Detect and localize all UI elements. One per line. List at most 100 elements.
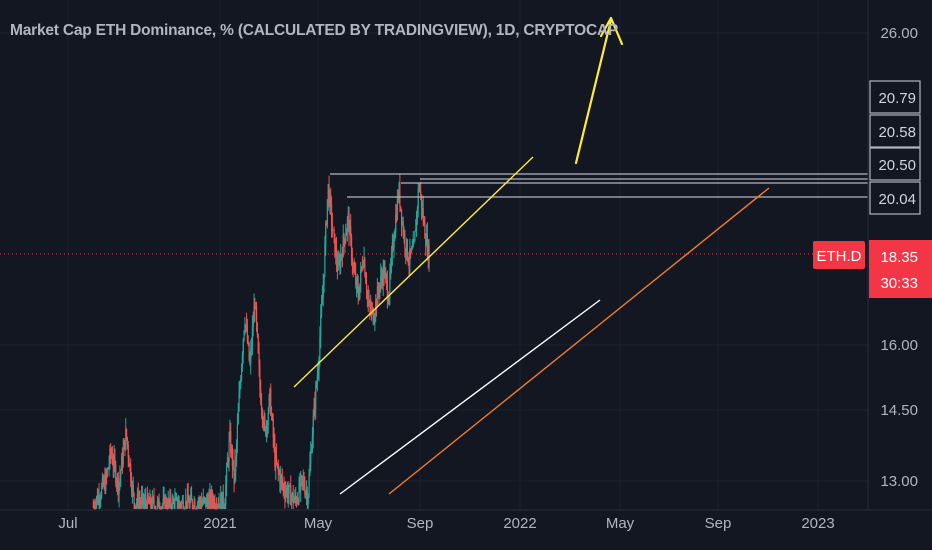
candle-body — [276, 462, 278, 465]
candle-body — [235, 456, 237, 472]
candle-body — [160, 508, 163, 510]
candle-body — [157, 498, 159, 502]
candle-body — [251, 326, 254, 346]
candle-body — [207, 502, 209, 509]
candle-body — [289, 485, 291, 487]
candle-body — [180, 503, 183, 509]
candle-body — [331, 224, 333, 230]
candle-body — [149, 496, 151, 505]
candle-body — [270, 388, 272, 415]
candle-body — [198, 499, 200, 504]
candle-body — [165, 501, 168, 509]
time-tick: 2022 — [503, 515, 536, 532]
candle-body — [156, 501, 159, 509]
candle-body — [419, 187, 421, 192]
candle-body — [255, 305, 257, 309]
candle-body — [148, 501, 150, 505]
time-axis[interactable]: Jul 2021 May Sep 2022 May Sep 2023 — [58, 515, 834, 532]
price-axis[interactable]: 26.00 16.00 14.50 13.00 — [880, 25, 918, 490]
candle-body — [135, 505, 137, 509]
candle-body — [103, 479, 105, 486]
candle-body — [158, 498, 160, 509]
candle-body — [301, 476, 303, 479]
candle-body — [191, 500, 194, 509]
candle-body — [352, 265, 354, 268]
candle-body — [257, 335, 259, 353]
candle-body — [390, 266, 392, 272]
candle-body — [95, 496, 98, 503]
candle-body — [140, 503, 142, 505]
candle-body — [222, 491, 224, 507]
candle-body — [329, 194, 331, 205]
candle-body — [294, 495, 296, 500]
candle-body — [196, 504, 199, 509]
candle-body — [121, 456, 124, 465]
candle-body — [341, 254, 343, 257]
candle-body — [120, 470, 122, 477]
candle-body — [319, 336, 321, 360]
candle-body — [271, 414, 273, 419]
candle-body — [350, 225, 352, 237]
candle-body — [399, 184, 401, 207]
candle-body — [233, 459, 235, 480]
candle-body — [170, 496, 172, 509]
candle-body — [340, 254, 343, 256]
candle-body — [355, 273, 357, 285]
candle-body — [253, 306, 255, 323]
candle-body — [327, 184, 329, 200]
candle-body — [254, 306, 256, 309]
candle-body — [308, 475, 310, 496]
candle-body — [178, 502, 180, 508]
candle-body — [325, 223, 327, 244]
candle-body — [418, 187, 420, 189]
candle-body — [333, 229, 335, 234]
candle-body — [129, 464, 131, 467]
candle-body — [403, 234, 405, 236]
candle-body — [413, 241, 415, 243]
time-tick: May — [304, 515, 333, 532]
candle-body — [361, 266, 363, 268]
candle-body — [111, 455, 114, 464]
candle-body — [411, 247, 413, 249]
candle-body — [309, 463, 311, 476]
candle-body — [224, 504, 226, 509]
candle-body — [284, 491, 286, 497]
candle-body — [415, 230, 417, 232]
trend-line-white — [339, 299, 601, 495]
candle-body — [123, 440, 125, 450]
candle-body — [285, 491, 287, 497]
candle-body — [295, 499, 298, 503]
candle-body — [381, 278, 383, 285]
time-tick: Sep — [705, 515, 732, 532]
candle-body — [138, 502, 140, 509]
candle-body — [200, 503, 203, 508]
candle-body — [394, 232, 396, 241]
candle-body — [270, 414, 273, 416]
candle-body — [252, 322, 254, 327]
candle-body — [362, 264, 364, 268]
candle-body — [356, 279, 358, 287]
candle-body — [268, 396, 270, 413]
candle-body — [263, 417, 265, 426]
candle-body — [221, 491, 224, 509]
candle-body — [162, 498, 164, 507]
candle-body — [357, 286, 359, 299]
candle-body — [167, 499, 169, 509]
candle-body — [150, 507, 153, 509]
candle-body — [186, 494, 189, 509]
candle-body — [236, 424, 239, 444]
candle-body — [264, 417, 266, 428]
candle-body — [364, 259, 366, 276]
candle-body — [340, 255, 342, 268]
candle-body — [96, 496, 99, 504]
candle-body — [134, 504, 136, 509]
candle-body — [358, 297, 360, 299]
candle-body — [243, 330, 245, 340]
candle-body — [291, 492, 293, 498]
candle-body — [122, 449, 124, 465]
candle-body — [370, 308, 373, 312]
horizontal-levels — [330, 173, 868, 198]
candle-body — [421, 207, 423, 210]
candle-body — [420, 194, 423, 210]
